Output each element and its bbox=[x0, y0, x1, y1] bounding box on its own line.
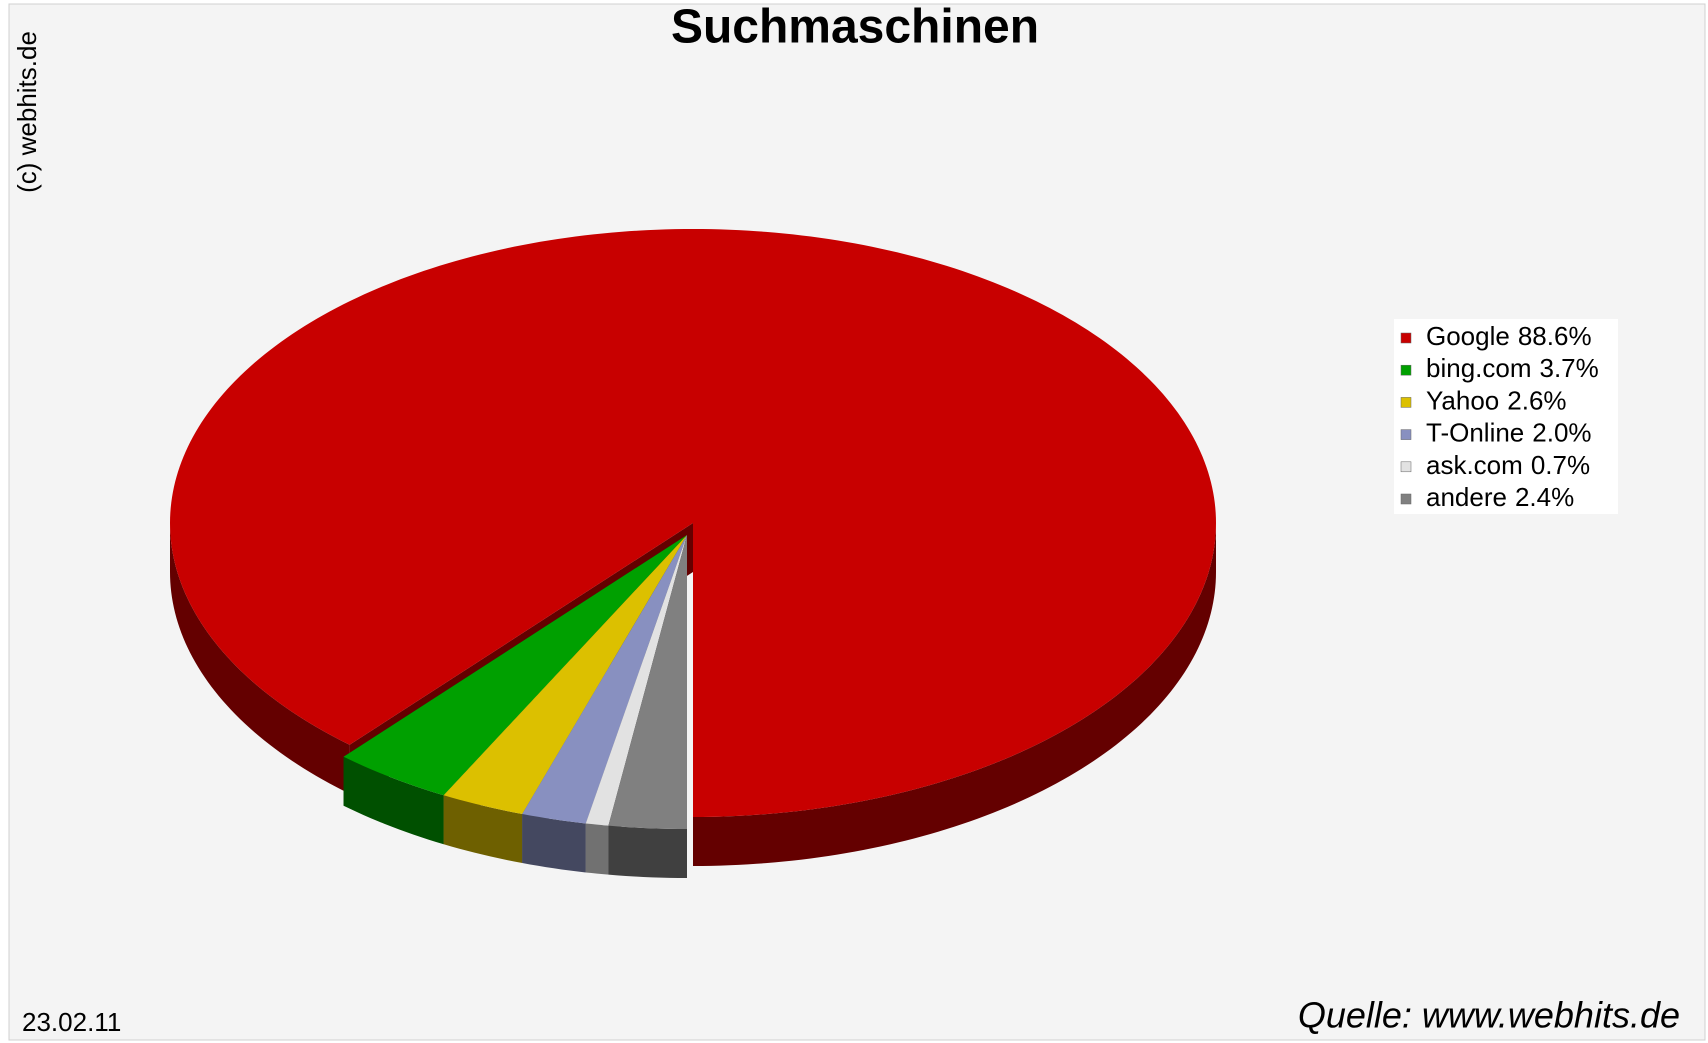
legend-name: T-Online bbox=[1426, 417, 1524, 447]
legend-box bbox=[1394, 319, 1618, 514]
legend-label: andere 2.4% bbox=[1426, 482, 1574, 512]
legend-name: bing.com bbox=[1426, 353, 1532, 383]
copyright: (c) webhits.de bbox=[12, 31, 42, 193]
legend-swatch bbox=[1400, 429, 1412, 440]
legend-swatch bbox=[1400, 364, 1412, 376]
legend-label: Yahoo 2.6% bbox=[1426, 385, 1567, 415]
legend-value: 3.7% bbox=[1540, 353, 1599, 383]
slice-rim bbox=[443, 795, 523, 864]
slice-rim bbox=[343, 756, 444, 845]
source: Quelle: www.webhits.de bbox=[1298, 995, 1680, 1036]
slice-rim bbox=[585, 823, 609, 875]
legend-label: Google 88.6% bbox=[1426, 321, 1592, 351]
legend-value: 2.4% bbox=[1515, 482, 1574, 512]
legend-label: T-Online 2.0% bbox=[1426, 417, 1592, 447]
slice-rim bbox=[170, 522, 350, 794]
chart-title: Suchmaschinen bbox=[671, 1, 1039, 54]
slice bbox=[170, 229, 1216, 818]
legend-value: 88.6% bbox=[1518, 321, 1592, 351]
legend-value: 0.7% bbox=[1531, 450, 1590, 480]
slice-rim bbox=[608, 825, 687, 878]
legend-swatch bbox=[1400, 461, 1412, 473]
legend-label: ask.com 0.7% bbox=[1426, 450, 1590, 480]
legend-swatch bbox=[1400, 397, 1412, 408]
legend-name: andere bbox=[1426, 482, 1507, 512]
date: 23.02.11 bbox=[22, 1007, 121, 1037]
legend: Google 88.6%bing.com 3.7% Yahoo 2.6%T-Online… bbox=[1400, 321, 1599, 512]
legend-value: 2.6% bbox=[1507, 385, 1566, 415]
slice bbox=[443, 535, 687, 815]
legend-name: ask.com bbox=[1426, 450, 1523, 480]
pie bbox=[170, 229, 1216, 878]
legend-name: Google bbox=[1426, 321, 1510, 351]
slice-rim bbox=[693, 523, 1216, 866]
legend-label: bing.com 3.7% bbox=[1426, 353, 1599, 383]
slice-rim bbox=[522, 814, 586, 873]
legend-value: 2.0% bbox=[1532, 417, 1591, 447]
legend-swatch bbox=[1400, 493, 1412, 505]
slice bbox=[585, 535, 687, 826]
legend-swatch bbox=[1400, 332, 1412, 344]
legend-name: Yahoo bbox=[1426, 385, 1499, 415]
slice bbox=[343, 535, 687, 796]
slice bbox=[608, 535, 687, 829]
slice bbox=[522, 535, 687, 824]
